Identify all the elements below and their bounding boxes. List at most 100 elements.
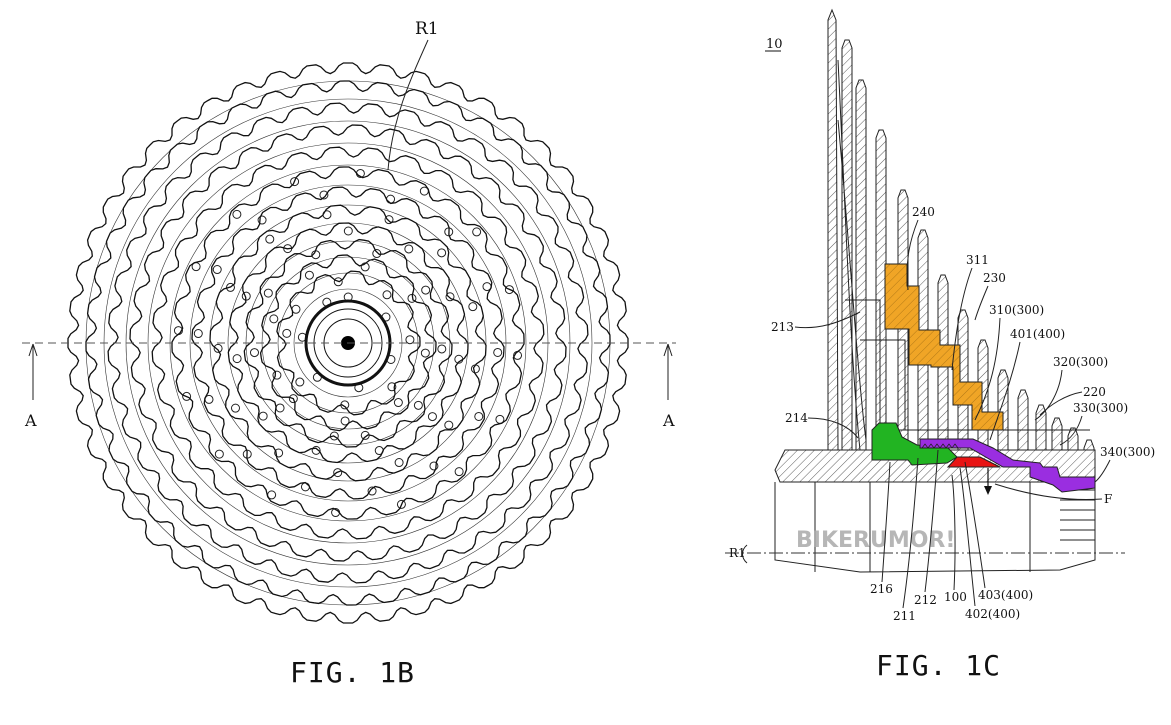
section-label-right: A <box>662 411 675 430</box>
sprocket-hole <box>249 348 259 358</box>
sprocket-hole <box>504 285 514 295</box>
label-402-400: 402(400) <box>965 607 1020 621</box>
sprocket-hole <box>272 370 282 380</box>
figure-caption-1b: FIG. 1B <box>290 656 415 689</box>
sprocket-hole <box>300 482 310 492</box>
sprocket-hole <box>454 467 464 477</box>
sprocket-hole <box>396 499 406 509</box>
label-force-f: F <box>1104 492 1112 506</box>
label-230: 230 <box>983 271 1006 285</box>
sprocket-hole <box>214 449 224 459</box>
sprocket-hole <box>444 420 454 430</box>
figure-caption-1c: FIG. 1C <box>876 649 1001 682</box>
sprocket-hole <box>263 288 273 298</box>
hub-shell <box>774 449 1096 483</box>
sprocket-ring <box>191 186 505 500</box>
sprocket-ring <box>227 222 469 464</box>
sprocket-hole <box>329 431 339 441</box>
sprocket-hole <box>265 234 275 244</box>
sprocket-hole <box>319 190 329 200</box>
sprocket-hole <box>367 486 377 496</box>
bikerumor-watermark: BIKERUMOR! <box>796 528 955 553</box>
sprocket-hole <box>257 215 267 225</box>
sprocket-hole <box>405 335 415 345</box>
sprocket-hole <box>427 412 437 422</box>
sprocket-hole <box>282 328 292 338</box>
sprocket-hole <box>333 277 343 287</box>
reference-10: 10 <box>766 37 783 52</box>
sprocket-ring <box>259 254 437 432</box>
label-311: 311 <box>966 253 989 267</box>
label-320-300: 320(300) <box>1053 355 1108 369</box>
carrier-outline <box>837 59 1090 451</box>
label-220: 220 <box>1083 385 1106 399</box>
sprocket-hole <box>437 248 447 258</box>
force-arrow-head <box>984 486 992 495</box>
sprocket-hole <box>258 411 268 421</box>
sprocket-hole <box>311 445 321 455</box>
sprocket-hole <box>343 226 353 236</box>
freehub-body-outline <box>774 482 1096 573</box>
sprocket-hole <box>386 194 396 204</box>
sprocket-hole <box>472 227 482 237</box>
sprocket-cross-section <box>1067 427 1079 451</box>
sprocket-ring <box>276 270 421 416</box>
sprocket-hole <box>420 348 430 358</box>
sprocket-ring <box>243 238 453 448</box>
label-330-300: 330(300) <box>1073 401 1128 415</box>
label-212: 212 <box>914 593 937 607</box>
label-403-400: 403(400) <box>978 588 1033 602</box>
sprocket-hole <box>275 403 285 413</box>
sprocket-hole <box>437 344 447 354</box>
label-214: 214 <box>785 411 808 425</box>
sprocket-hole <box>290 177 300 187</box>
sprocket-hole <box>445 292 455 302</box>
sprocket-hole <box>474 411 484 421</box>
label-216: 216 <box>870 582 893 596</box>
green-lock-part <box>871 422 958 466</box>
sprocket-hole <box>384 215 394 225</box>
label-340-300: 340(300) <box>1100 445 1155 459</box>
section-arrow-left <box>28 343 38 400</box>
sprocket-hole <box>393 398 403 408</box>
sprocket-hole <box>230 403 240 413</box>
label-240: 240 <box>912 205 935 219</box>
fig-1b-cassette-front-view: A A R1 FIG. 1B <box>22 19 676 689</box>
sprocket-hole <box>382 290 392 300</box>
largest-sprocket <box>827 8 839 451</box>
sprocket-hole <box>304 270 314 280</box>
sprocket-hole <box>288 394 298 404</box>
section-label-left: A <box>24 411 37 430</box>
sprocket-ring <box>151 146 545 540</box>
sprocket-hole <box>193 329 203 339</box>
sprocket-hole <box>493 347 503 357</box>
sprocket-hole <box>372 249 382 259</box>
sprocket-section <box>827 8 1095 451</box>
sprocket-cross-section <box>1083 439 1095 451</box>
sprocket-hole <box>291 304 301 314</box>
sprocket-ring <box>107 102 589 584</box>
sprocket-hole <box>394 458 404 468</box>
sprocket-hole <box>232 209 242 219</box>
axis-label-r1: R1 <box>415 19 439 39</box>
label-310-300: 310(300) <box>989 303 1044 317</box>
sprocket-hole <box>340 416 350 426</box>
sprocket-hole <box>421 285 431 295</box>
sprocket-hole <box>429 461 439 471</box>
sprocket-ring <box>209 204 487 482</box>
label-211: 211 <box>893 609 916 623</box>
label-100: 100 <box>944 590 967 604</box>
rotation-arrow-icon <box>742 544 748 564</box>
sprocket-hole <box>413 400 423 410</box>
sprocket-hole <box>274 448 284 458</box>
sprocket-hole <box>404 244 414 254</box>
sprocket-hole <box>333 468 343 478</box>
sprocket-hole <box>182 391 192 401</box>
purple-part-400 <box>919 438 1096 493</box>
sprocket-ring <box>85 80 611 606</box>
sprocket-hole <box>212 265 222 275</box>
sprocket-cross-section <box>1017 389 1029 451</box>
label-401-400: 401(400) <box>1010 327 1065 341</box>
sprocket-hole <box>269 314 279 324</box>
